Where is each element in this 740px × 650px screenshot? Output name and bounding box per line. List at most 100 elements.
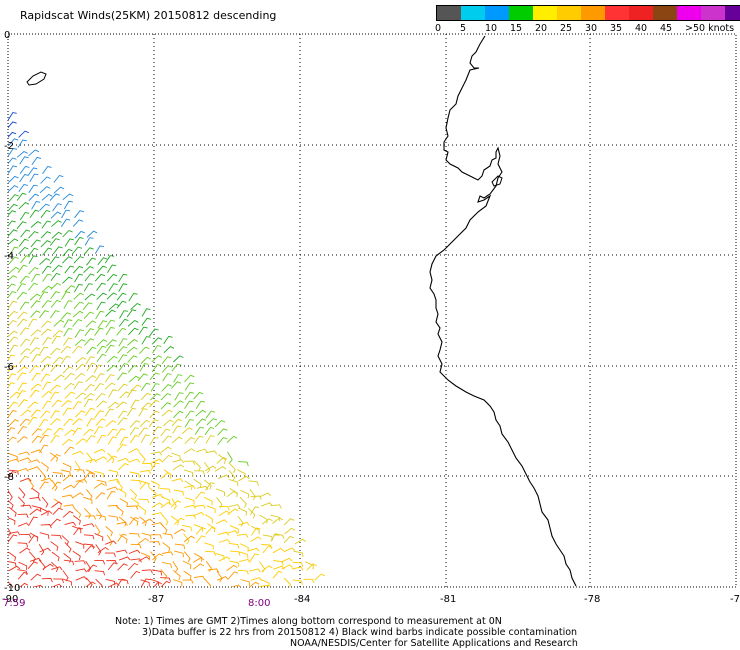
- wind-barb: [39, 203, 50, 211]
- wind-barb: [72, 319, 83, 327]
- x-tick-label: -78: [584, 594, 600, 605]
- wind-barb: [140, 392, 152, 401]
- legend-swatch: [461, 6, 485, 20]
- wind-barb: [105, 344, 115, 354]
- wind-barb: [19, 418, 30, 427]
- wind-barb: [39, 481, 49, 490]
- wind-barb: [138, 427, 149, 436]
- wind-barb: [49, 391, 60, 400]
- wind-barb: [8, 147, 18, 157]
- wind-barb: [63, 553, 72, 563]
- wind-barb: [39, 310, 49, 319]
- wind-barb: [85, 356, 95, 365]
- wind-barb: [50, 561, 59, 572]
- wind-barb: [74, 329, 84, 338]
- wind-barb: [137, 373, 148, 382]
- wind-barb: [205, 560, 212, 572]
- wind-barb: [128, 327, 139, 336]
- y-tick-label: -4: [4, 251, 14, 262]
- wind-barb: [51, 399, 62, 408]
- wind-barb: [8, 275, 18, 281]
- wind-barb: [63, 200, 73, 210]
- wind-barb: [83, 534, 95, 540]
- wind-barb: [18, 561, 28, 570]
- wind-barb: [42, 400, 52, 410]
- wind-barb: [184, 514, 197, 519]
- wind-barb: [128, 293, 138, 302]
- wind-barb: [64, 541, 72, 553]
- wind-barb: [29, 389, 40, 398]
- wind-barb: [84, 273, 95, 282]
- wind-barb: [174, 392, 184, 401]
- wind-barb: [8, 471, 17, 479]
- wind-barb: [74, 460, 81, 473]
- legend-label: 15: [510, 23, 523, 34]
- wind-barb: [96, 339, 108, 347]
- wind-barb: [8, 157, 17, 165]
- wind-barb: [294, 538, 306, 545]
- wind-barb: [216, 456, 228, 464]
- wind-barb: [51, 583, 63, 587]
- wind-barb: [20, 338, 30, 347]
- wind-barb: [270, 514, 281, 522]
- wind-barb: [83, 247, 94, 255]
- wind-barb: [259, 584, 270, 587]
- wind-barb: [49, 256, 60, 265]
- wind-barb: [32, 584, 43, 587]
- wind-barb: [61, 535, 69, 546]
- wind-barb: [170, 500, 182, 508]
- wind-barb: [72, 525, 82, 534]
- wind-barb: [8, 283, 16, 290]
- wind-barb: [97, 546, 109, 554]
- wind-barb: [116, 578, 126, 587]
- y-tick-label: 0: [4, 30, 10, 41]
- wind-barb: [141, 402, 152, 410]
- wind-barb: [86, 418, 96, 427]
- wind-barb: [228, 479, 239, 487]
- wind-barb: [138, 498, 150, 504]
- wind-barb: [273, 560, 284, 566]
- wind-barb: [16, 436, 28, 444]
- wind-barb: [17, 366, 28, 374]
- wind-barb: [8, 373, 16, 381]
- wind-barb: [108, 303, 120, 311]
- wind-barb: [119, 498, 128, 508]
- legend-swatch: [485, 6, 509, 20]
- wind-barb: [216, 519, 228, 525]
- wind-barb: [182, 579, 194, 584]
- wind-barb: [118, 516, 127, 527]
- wind-barb: [18, 399, 29, 408]
- wind-barb: [53, 319, 65, 327]
- wind-barb: [163, 335, 173, 345]
- wind-barb: [238, 551, 249, 559]
- wind-barb: [141, 578, 151, 587]
- wind-barb: [62, 407, 72, 416]
- wind-barb: [270, 533, 280, 542]
- wind-barb: [83, 392, 95, 400]
- wind-barb: [85, 407, 95, 416]
- wind-barb: [194, 504, 206, 509]
- wind-barb: [281, 564, 293, 570]
- wind-barb: [184, 410, 195, 419]
- wind-barb: [128, 375, 140, 383]
- wind-barb: [71, 450, 84, 455]
- wind-barb: [28, 459, 41, 464]
- wind-barb: [20, 255, 31, 264]
- wind-barb: [42, 337, 52, 346]
- wind-barb: [8, 185, 19, 193]
- wind-barb: [73, 292, 84, 300]
- wind-barb: [28, 193, 39, 202]
- wind-barb: [193, 553, 203, 562]
- wind-barb: [95, 456, 108, 462]
- wind-barb: [50, 310, 60, 319]
- wind-barb: [49, 238, 60, 246]
- wind-barb: [49, 193, 60, 201]
- legend-swatch: [533, 6, 557, 20]
- wind-barb: [63, 504, 75, 509]
- wind-barb: [130, 302, 141, 310]
- wind-barb: [138, 452, 146, 463]
- x-tick-label: -84: [294, 594, 310, 605]
- wind-barb: [295, 586, 300, 587]
- wind-barb: [75, 478, 88, 484]
